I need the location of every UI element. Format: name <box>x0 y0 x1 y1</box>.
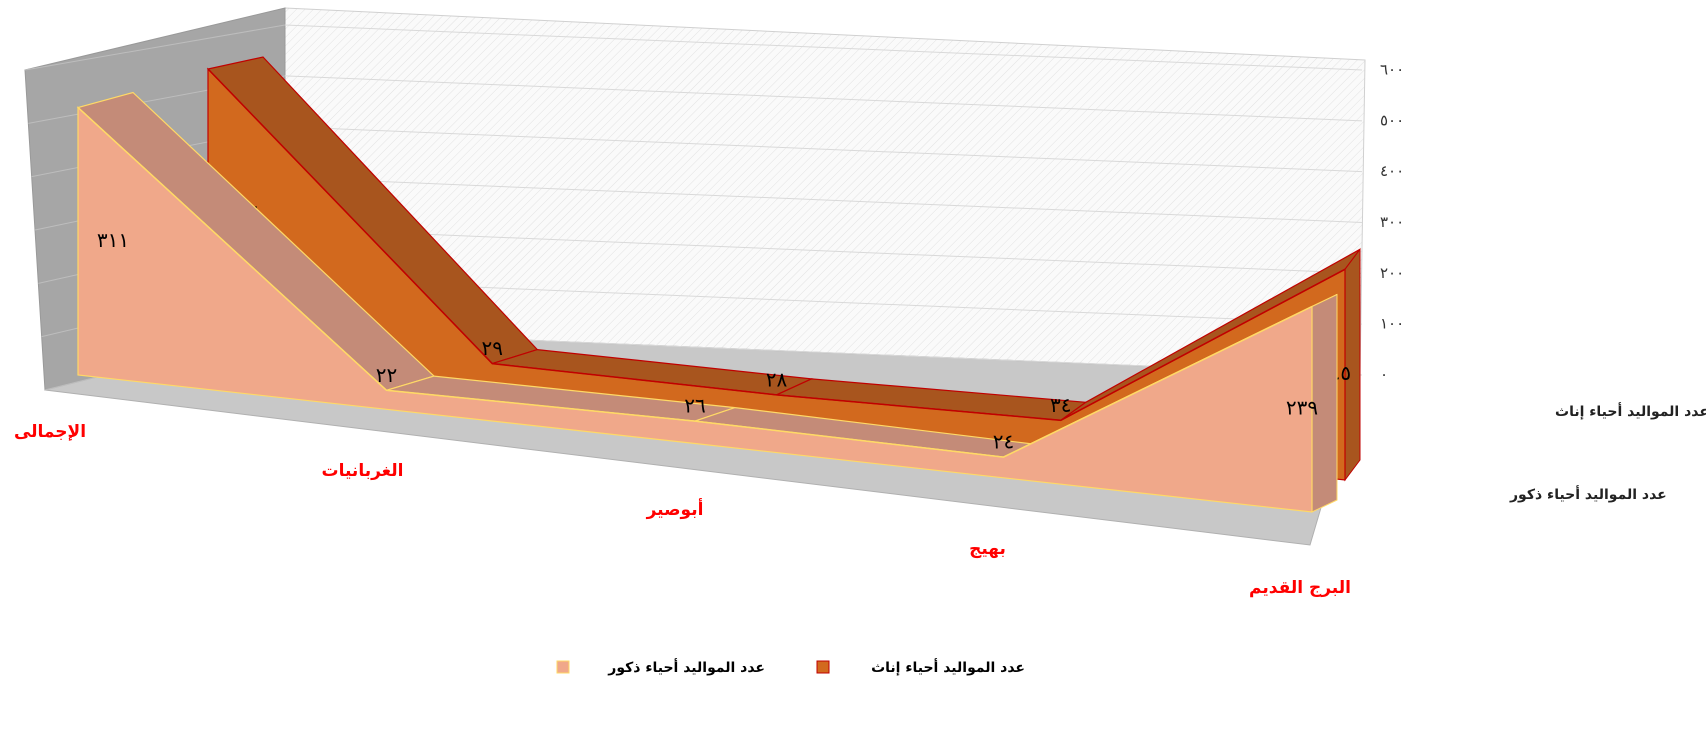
y-tick-label: ٦٠٠ <box>1380 61 1404 79</box>
depth-label: عدد المواليد أحياء إناث <box>1555 402 1706 420</box>
area-line <box>77 106 1313 458</box>
depth-label: عدد المواليد أحياء ذكور <box>1509 485 1667 503</box>
grid-line <box>284 75 1363 122</box>
data-label: ٢٢ <box>376 363 397 387</box>
legend-label: عدد المواليد أحياء إناث <box>871 658 1025 676</box>
y-tick-label: ٣٠٠ <box>1380 213 1404 231</box>
x-tick-label: الإجمالى <box>14 422 86 442</box>
grid-line <box>24 24 286 71</box>
x-tick-label: البرج القديم <box>1249 578 1351 598</box>
data-label: ٢٩ <box>482 336 503 360</box>
data-label: ٣١١ <box>97 228 129 252</box>
plot: ٣٣٦٢٩٢٨٣٤٢٤٥٣١١٢٢٢٦٢٤٢٣٩ <box>76 56 1361 513</box>
area-line <box>207 68 1346 422</box>
grid-line <box>284 177 1363 223</box>
grid-line <box>284 227 1363 274</box>
data-label: ٢٣٩ <box>1286 396 1318 420</box>
legend-label: عدد المواليد أحياء ذكور <box>607 658 765 676</box>
x-tick-label: أبوصير <box>646 498 704 520</box>
y-tick-label: ١٠٠ <box>1380 315 1404 333</box>
grid-line <box>284 24 1363 71</box>
x-tick-label: الغربانيات <box>322 461 404 481</box>
data-label: ٢٨ <box>766 367 788 391</box>
grid-line <box>284 126 1363 173</box>
legend-swatch <box>556 660 570 674</box>
data-label: ٢٤ <box>993 430 1014 454</box>
y-tick-label: ٥٠٠ <box>1380 111 1404 129</box>
x-tick-label: بهيج <box>969 539 1006 559</box>
data-label: ٢٦ <box>684 394 705 418</box>
legend-swatch <box>816 660 830 674</box>
y-tick-label: ٠ <box>1380 366 1388 384</box>
data-label: ٣٤ <box>1050 393 1071 417</box>
y-tick-label: ٤٠٠ <box>1380 162 1404 180</box>
y-tick-label: ٢٠٠ <box>1380 264 1404 282</box>
